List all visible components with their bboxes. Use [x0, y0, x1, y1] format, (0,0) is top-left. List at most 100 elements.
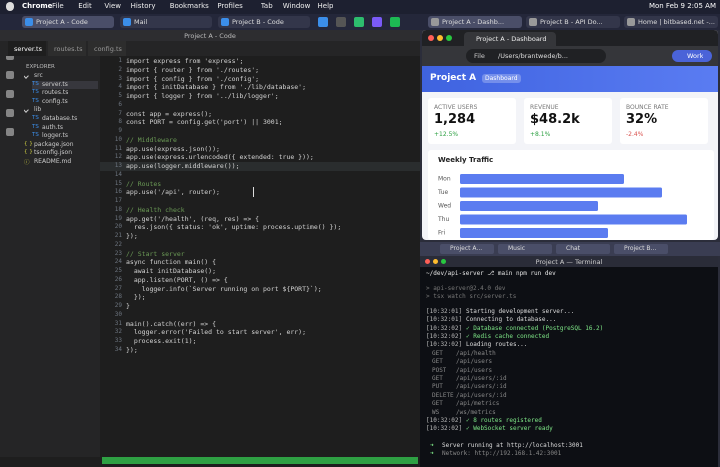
tree-item[interactable]: lib	[24, 106, 98, 114]
chart: Mon Tue Wed Thu Fri	[437, 174, 687, 238]
category-label: Tue	[437, 189, 449, 196]
stat-label: BOUNCE RATE	[626, 104, 669, 111]
browser-tab[interactable]: Project A - Dashboard	[464, 32, 556, 46]
route-path: /api/metrics	[456, 400, 500, 408]
tree-item[interactable]: TS server.ts	[32, 80, 98, 89]
tree-item[interactable]: TS logger.ts	[32, 132, 98, 140]
terminal-title: Project A — Terminal	[535, 258, 603, 266]
route-method: GET	[432, 358, 443, 366]
line-number: 10	[114, 135, 122, 143]
code-line: logger.info(`Server running on port ${PO…	[126, 284, 322, 293]
file-name: src	[34, 72, 43, 79]
line-number: 33	[114, 337, 122, 344]
line-number: 26	[114, 275, 122, 283]
window-tab[interactable]: Project B - API Do...	[526, 16, 620, 28]
window-tab-label: Project A - Code	[36, 18, 88, 26]
line-number: 31	[114, 319, 122, 327]
route-path: /ws/metrics	[456, 408, 496, 416]
stat-card: BOUNCE RATE 32% -2.4%	[620, 98, 708, 144]
app-icon[interactable]	[390, 17, 400, 27]
activity-icon[interactable]	[6, 109, 14, 117]
menu-app[interactable]: Chrome	[22, 2, 53, 10]
window-control[interactable]	[441, 259, 446, 264]
log-text: Starting development server...	[466, 307, 575, 315]
file-icon: TS	[32, 97, 39, 104]
window-control[interactable]	[437, 35, 443, 41]
menu-item[interactable]: Edit	[78, 2, 92, 10]
tree-item[interactable]: src	[24, 72, 98, 80]
background-window[interactable]: Project A...	[440, 244, 494, 254]
activity-icon[interactable]	[6, 90, 14, 98]
route-path: /api/users/:id	[456, 391, 507, 399]
editor-tab-label: config.ts	[94, 45, 122, 53]
tab-icon	[123, 18, 131, 26]
url-bar[interactable]: File/Users/brantwede/b...	[466, 49, 606, 63]
line-number: 29	[114, 302, 122, 309]
window-control[interactable]	[433, 259, 438, 264]
chart-panel: Weekly Traffic Mon Tue Wed Thu Fri	[428, 150, 714, 240]
file-name: routes.ts	[42, 89, 69, 97]
tree-item[interactable]: { } tsconfig.json	[24, 149, 98, 157]
route-path: /api/users	[456, 366, 493, 374]
code-line: }	[126, 302, 130, 310]
menu-item[interactable]: Tab	[260, 2, 273, 10]
tree-item[interactable]: TS auth.ts	[32, 124, 98, 132]
background-window-label: Project B...	[624, 245, 657, 252]
menu-item[interactable]: View	[104, 2, 122, 10]
tab-icon	[25, 18, 33, 26]
menu-item[interactable]: History	[130, 2, 156, 10]
menu-item[interactable]: Help	[317, 2, 334, 10]
app-icon[interactable]	[354, 17, 364, 27]
file-name: config.ts	[42, 97, 68, 105]
tree-item[interactable]: TS config.ts	[32, 98, 98, 106]
route-method: WS	[432, 408, 440, 416]
window-tab[interactable]: Project A - Dashb...	[428, 16, 522, 28]
tree-item[interactable]: TS database.ts	[32, 115, 98, 123]
window-tab[interactable]: Mail	[120, 16, 212, 28]
tree-item[interactable]: { } package.json	[24, 141, 98, 149]
stat-label: ACTIVE USERS	[434, 104, 478, 111]
log-text: Connecting to database...	[466, 316, 557, 324]
menu-item[interactable]: Window	[282, 2, 311, 10]
menu-item[interactable]: File	[52, 2, 64, 10]
menu-item[interactable]: Profiles	[217, 2, 243, 10]
prompt: ~/dev/api-server ⎇ main npm run dev	[426, 270, 556, 277]
editor-tab[interactable]: config.ts	[88, 41, 126, 56]
profile-label: Work	[687, 52, 704, 60]
file-icon: TS	[32, 80, 39, 87]
log-text: ✓ WebSocket server ready	[466, 425, 553, 433]
editor-tab[interactable]: routes.ts	[48, 41, 86, 56]
url: /Users/brantwede/b...	[498, 52, 568, 60]
dashboard-header: Project A Dashboard	[422, 66, 718, 92]
activity-icon[interactable]	[6, 128, 14, 136]
window-tab[interactable]: Home | bitbased.net -...	[624, 16, 718, 28]
profile-button[interactable]: Work	[672, 50, 712, 62]
stat-change: +8.1%	[530, 131, 551, 138]
log-text: ✓ Database connected (PostgreSQL 16.2)	[466, 324, 604, 332]
activity-icon[interactable]	[6, 71, 14, 79]
window-control[interactable]	[446, 35, 452, 41]
background-window[interactable]: Music	[498, 244, 552, 254]
window-tab[interactable]: Project A - Code	[22, 16, 114, 28]
tree-item[interactable]: ⓘ README.md	[24, 158, 98, 166]
apple-icon	[6, 2, 14, 11]
background-window[interactable]: Project B...	[614, 244, 668, 254]
window-tab[interactable]: Project B - Code	[218, 16, 310, 28]
activity-icon[interactable]	[6, 52, 14, 60]
app-icon[interactable]	[318, 17, 328, 27]
window-control[interactable]	[428, 35, 434, 41]
background-window[interactable]: Chat	[556, 244, 610, 254]
app-icon[interactable]	[336, 17, 346, 27]
window-control[interactable]	[425, 259, 430, 264]
line-number: 28	[114, 293, 122, 301]
script-line: > tsx watch src/server.ts	[426, 293, 517, 301]
menu-item[interactable]: Bookmarks	[169, 2, 209, 10]
folder-chevron	[24, 73, 29, 79]
tree-item[interactable]: TS routes.ts	[32, 89, 98, 97]
editor-tab-label: server.ts	[14, 45, 42, 53]
editor-titlebar	[0, 30, 420, 41]
app-icon[interactable]	[372, 17, 382, 27]
editor-tab[interactable]: server.ts	[8, 41, 46, 56]
file-name: database.ts	[42, 115, 78, 122]
browser-window: Project A - Dashboard File/Users/brantwed…	[422, 30, 718, 240]
